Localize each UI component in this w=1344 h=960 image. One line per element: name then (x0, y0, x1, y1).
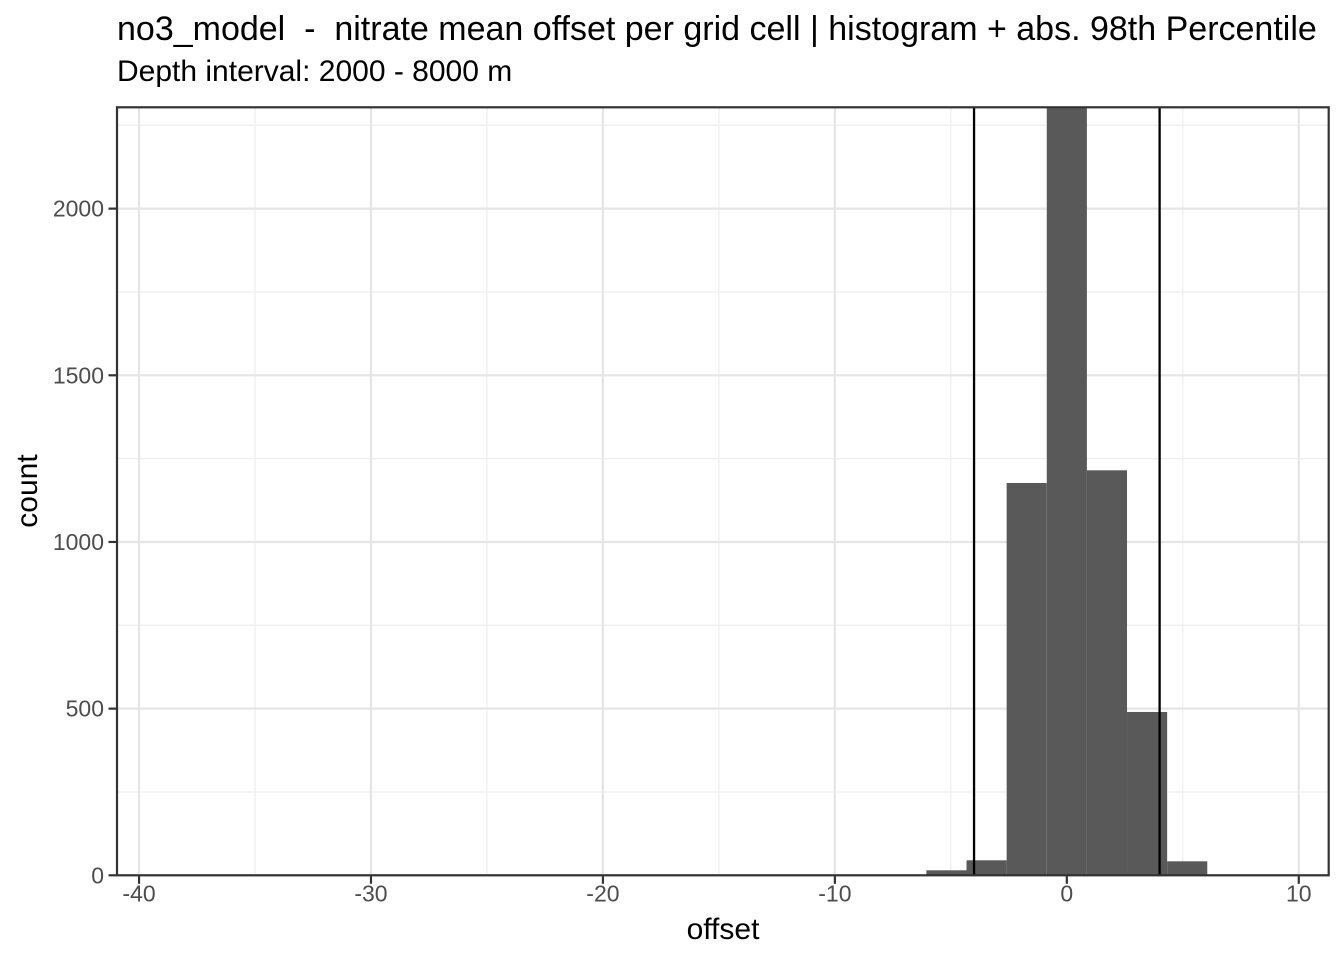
histogram-bar (926, 870, 967, 876)
chart-subtitle: Depth interval: 2000 - 8000 m (117, 55, 513, 88)
chart-title: no3_model - nitrate mean offset per grid… (117, 10, 1317, 48)
histogram-bar (1006, 482, 1047, 876)
histogram-bar (1167, 861, 1208, 876)
y-tick-label: 2000 (53, 196, 104, 222)
histogram-bar (966, 860, 1007, 876)
x-tick-label: -30 (354, 881, 387, 907)
y-tick-label: 1000 (53, 529, 104, 555)
y-tick-label: 1500 (53, 362, 104, 388)
x-tick-label: 0 (1060, 881, 1073, 907)
panel-border (115, 106, 1330, 877)
x-tick-label: -20 (586, 881, 619, 907)
x-tick-label: -10 (818, 881, 851, 907)
histogram-bar (1127, 711, 1168, 876)
histogram-bar (1046, 107, 1087, 876)
x-tick-label: 10 (1286, 881, 1312, 907)
x-tick-label: -40 (122, 881, 155, 907)
y-tick-label: 500 (66, 696, 104, 722)
y-tick-label: 0 (91, 862, 104, 888)
histogram-bar (1086, 470, 1128, 876)
x-axis-title: offset (686, 913, 760, 946)
